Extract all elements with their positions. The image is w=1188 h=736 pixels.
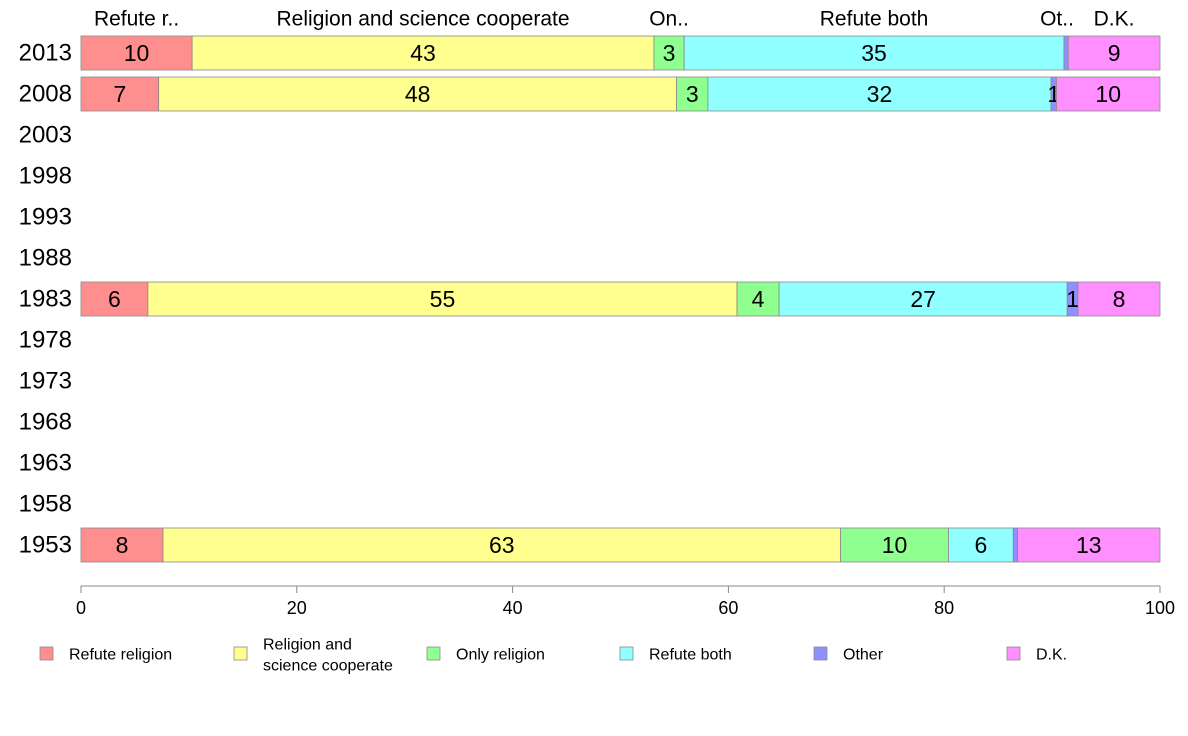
bar-segment <box>191 35 655 71</box>
y-tick-label: 2003 <box>19 122 72 149</box>
legend-label: Other <box>843 647 884 664</box>
data-label: 8 <box>1113 286 1126 312</box>
x-tick-label: 60 <box>718 598 738 618</box>
top-category-labels: Refute r.. Religion and science cooperate… <box>94 8 1134 31</box>
x-tick-label: 20 <box>287 598 307 618</box>
bar-segment <box>80 527 164 563</box>
y-tick-label: 1958 <box>19 491 72 518</box>
bar-segment <box>1077 281 1161 317</box>
y-tick-label: 1953 <box>19 532 72 559</box>
bar-segment <box>840 527 949 563</box>
x-tick-label: 80 <box>934 598 954 618</box>
bar-segment <box>707 76 1052 112</box>
data-label: 10 <box>882 532 908 558</box>
top-category-label: D.K. <box>1094 8 1135 31</box>
bar-segment <box>147 281 738 317</box>
data-label: 48 <box>405 81 431 107</box>
bar-segment <box>948 527 1014 563</box>
y-tick-label: 1978 <box>19 327 72 354</box>
y-tick-label: 2013 <box>19 40 72 67</box>
data-label: 1 <box>1066 286 1079 312</box>
y-tick-label: 1968 <box>19 409 72 436</box>
top-category-label: Refute both <box>820 8 929 31</box>
bar-segment <box>1056 76 1161 112</box>
data-label: 55 <box>430 286 456 312</box>
legend-label: D.K. <box>1036 647 1067 664</box>
bars: 10 43 3 35 97 48 3 32 1 106 55 4 27 1 88 63 10 6 13 <box>80 35 1161 563</box>
bar-segment <box>1067 35 1161 71</box>
data-label: 6 <box>108 286 121 312</box>
top-category-label: Religion and science cooperate <box>277 8 570 31</box>
data-label: 6 <box>974 532 987 558</box>
data-label: 3 <box>663 40 676 66</box>
bar-segment <box>1063 35 1069 71</box>
x-tick-label: 40 <box>503 598 523 618</box>
legend: Refute religion Religion and science coope… <box>39 637 1067 675</box>
legend-swatch <box>426 646 441 661</box>
data-label: 13 <box>1076 532 1102 558</box>
legend-swatch <box>619 646 634 661</box>
x-tick-label: 100 <box>1145 598 1175 618</box>
y-axis-labels: 2013 2008 2003 1998 1993 1988 1983 1978 1973 1968… <box>19 40 72 559</box>
legend-label: Only religion <box>456 647 545 664</box>
data-label: 4 <box>752 286 765 312</box>
data-label: 43 <box>410 40 436 66</box>
top-category-label: Refute r.. <box>94 8 179 31</box>
bar-segment <box>676 76 709 112</box>
top-category-label: On.. <box>649 8 689 31</box>
x-tick-label: 0 <box>76 598 86 618</box>
legend-swatch <box>1006 646 1021 661</box>
bar-segment <box>80 281 149 317</box>
y-tick-label: 1988 <box>19 245 72 272</box>
x-axis: 0 20 40 60 80 100 <box>76 585 1175 618</box>
bar-segment <box>653 35 685 71</box>
bar-segment <box>778 281 1068 317</box>
bar-segment <box>683 35 1065 71</box>
y-tick-label: 1993 <box>19 204 72 231</box>
data-label: 7 <box>113 81 126 107</box>
data-label: 32 <box>867 81 893 107</box>
legend-swatch <box>813 646 828 661</box>
y-tick-label: 1973 <box>19 368 72 395</box>
y-tick-label: 1963 <box>19 450 72 477</box>
data-label: 9 <box>1108 40 1121 66</box>
bar-segment <box>80 35 193 71</box>
y-tick-label: 1998 <box>19 163 72 190</box>
legend-label: science cooperate <box>263 658 393 675</box>
legend-label: Refute both <box>649 647 732 664</box>
data-label: 10 <box>124 40 150 66</box>
legend-label: Religion and <box>263 637 352 654</box>
legend-swatch <box>39 646 54 661</box>
bar-segment <box>1017 527 1161 563</box>
data-label: 35 <box>861 40 887 66</box>
bar-segment <box>80 76 160 112</box>
data-label: 3 <box>686 81 699 107</box>
y-tick-label: 2008 <box>19 81 72 108</box>
top-category-label: Ot.. <box>1040 8 1074 31</box>
legend-swatch <box>233 646 248 661</box>
bar-segment <box>736 281 780 317</box>
y-tick-label: 1983 <box>19 286 72 313</box>
data-label: 8 <box>116 532 129 558</box>
bar-segment <box>162 527 842 563</box>
data-label: 10 <box>1095 81 1121 107</box>
data-label: 27 <box>910 286 936 312</box>
legend-label: Refute religion <box>69 647 172 664</box>
data-label: 63 <box>489 532 515 558</box>
bar-segment <box>158 76 678 112</box>
bar-segment <box>1012 527 1018 563</box>
